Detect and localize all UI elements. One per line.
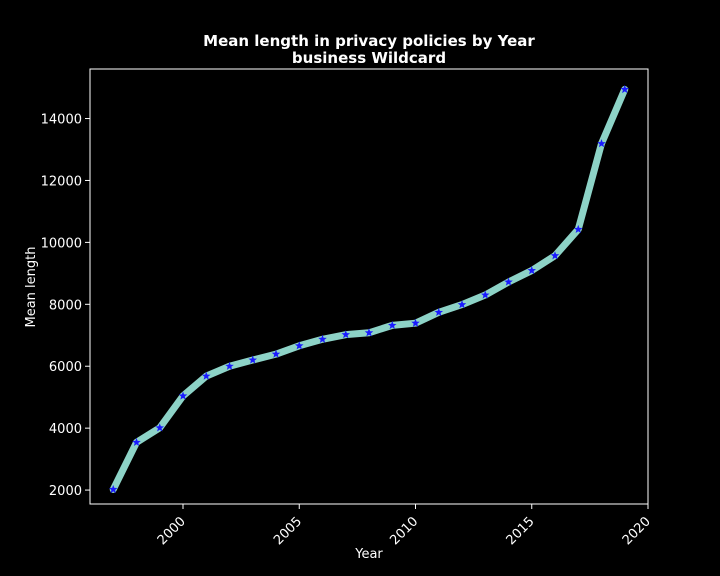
x-tick-label: 2015 [504,514,538,548]
data-point-marker [573,224,583,234]
data-point-marker [108,484,118,494]
data-point-marker [504,277,513,286]
x-tick-label: 2020 [620,514,654,548]
data-point-marker [457,300,467,309]
data-point-marker [248,355,258,364]
y-tick-label: 12000 [41,174,82,189]
data-point-marker [225,361,234,370]
plot-area-frame [89,68,649,505]
y-axis: 2000 4000 6000 8000 10000 12000 14000 [41,113,90,499]
y-tick-label: 6000 [49,360,82,375]
data-point-marker [597,139,606,148]
data-point-marker [434,307,444,316]
data-point-marker [318,334,327,343]
data-point-marker [271,349,281,358]
x-axis: 2000 2005 2010 2015 2020 [155,504,654,548]
data-point-marker [480,290,490,299]
data-point-marker [411,318,420,327]
chart-subtitle: business Wildcard [292,49,446,67]
data-point-marker [550,251,560,260]
data-point-marker [387,320,397,329]
data-point-marker [364,328,374,337]
y-axis-label: Mean length [24,247,39,328]
y-tick-label: 14000 [41,113,82,128]
data-point-marker [620,84,630,94]
data-point-marker [294,341,304,350]
data-point-marker [527,266,537,275]
series-layer [108,84,630,494]
x-tick-label: 2005 [271,514,305,548]
chart-title: Mean length in privacy policies by Year [203,32,535,50]
x-tick-label: 2010 [387,514,421,548]
y-tick-label: 10000 [41,236,82,251]
data-point-marker [341,330,351,339]
y-tick-label: 8000 [49,298,82,313]
y-tick-label: 4000 [49,422,82,437]
y-tick-label: 2000 [49,484,82,499]
data-point-marker [155,423,165,432]
data-point-marker [201,371,211,380]
data-point-marker [132,437,141,447]
x-axis-label: Year [354,547,383,562]
data-point-marker [178,391,188,400]
x-tick-label: 2000 [155,514,189,548]
series-line [109,85,629,493]
